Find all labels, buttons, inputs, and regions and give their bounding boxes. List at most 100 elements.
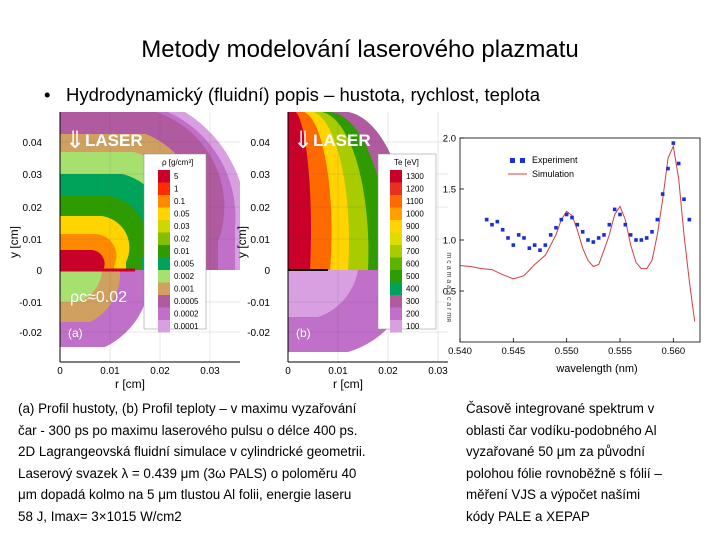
caption-right: Časově integrované spektrum v oblasti ča… [466,398,716,527]
svg-text:0: 0 [264,266,270,277]
legend-value-label: 800 [406,235,420,244]
y-tick-label: 1.0 [443,236,456,247]
legend-value-label: 0.0002 [174,310,199,319]
svg-text:0.02: 0.02 [150,366,170,377]
x-tick-label: 0.545 [501,346,525,357]
caption-right-line: oblasti čar vodíku-podobného Al [466,422,657,438]
experiment-point [484,217,489,222]
bullet-text: Hydrodynamický (fluidní) popis – hustota… [66,84,541,105]
experiment-point [612,207,617,212]
svg-text:0.01: 0.01 [328,366,348,377]
caption-left: (a) Profil hustoty, (b) Profil teploty –… [18,398,448,527]
temperature-laser-label: LASER [313,131,371,150]
svg-text:0.03: 0.03 [23,170,43,181]
x-tick-label: 0.550 [555,346,579,357]
svg-text:0.02: 0.02 [23,203,43,214]
experiment-point [682,197,686,201]
svg-text:0.01: 0.01 [100,366,120,377]
legend-experiment-label: Experiment [532,155,578,165]
legend-color-swatch [158,232,170,245]
temperature-y-ticks: 0.04 0.03 0.02 0.01 0 -0.01 -0.02 [247,138,270,339]
legend-value-label: 0.002 [174,272,195,281]
legend-value-label: 1300 [406,172,424,181]
experiment-point [564,212,569,217]
y-tick-label: 2.0 [443,134,456,145]
spectrum-x-label: wavelength (nm) [555,363,637,375]
experiment-point [586,238,590,242]
experiment-point [639,238,644,242]
legend-color-swatch [158,295,170,308]
svg-text:ρ [g/cm³]: ρ [g/cm³] [162,158,193,167]
x-tick-label: 0.555 [608,346,632,357]
temperature-y-label: y [cm] [235,226,249,258]
axis-side-glyphs: ʁɯ ɹ ɐ ɔ ɐ ɐ ɐ ɯ ɐ ɔ ɯ [446,252,453,322]
legend-simulation-label: Simulation [532,169,574,179]
svg-text:-0.02: -0.02 [19,328,42,339]
svg-text:0.01: 0.01 [251,235,271,246]
legend-color-swatch [390,182,402,195]
figures-row: ⇓ LASER ρc≈0.02 (a) 0.04 0.03 0.02 0.01 … [7,111,720,392]
legend-color-swatch [158,282,170,295]
density-y-label: y [cm] [10,226,21,258]
density-laser-label: LASER [85,131,143,150]
legend-value-label: 1100 [406,197,424,206]
y-tick-label: 0.5 [443,287,456,298]
experiment-point [687,217,692,222]
svg-text:0: 0 [285,366,291,377]
caption-left-line: čar - 300 ps po maximu laserového pulsu … [18,422,358,438]
experiment-point [644,236,649,240]
legend-value-label: 0.05 [174,210,190,219]
experiment-point [559,217,564,222]
legend-color-swatch [390,207,402,220]
legend-experiment-marker [510,158,515,163]
experiment-point [602,233,606,237]
legend-color-swatch [158,220,170,233]
svg-text:0.02: 0.02 [378,366,398,377]
experiment-point [527,246,532,250]
legend-value-label: 1000 [406,210,424,219]
legend-color-swatch [390,295,402,308]
density-legend: ρ [g/cm³] 5 1 0.1 0.05 0.03 0.02 0.01 0.005 0.00… [143,153,207,333]
legend-value-label: 0.005 [174,260,195,269]
svg-text:-0.01: -0.01 [19,298,42,309]
svg-text:0.04: 0.04 [23,138,43,149]
legend-color-swatch [390,282,402,295]
laser-arrow-icon: ⇓ [65,127,85,154]
legend-color-swatch [390,320,402,333]
legend-color-swatch [158,257,170,270]
slide-title: Metody modelování laserového plazmatu [141,36,579,63]
experiment-point [676,161,681,166]
figures-svg: ⇓ LASER ρc≈0.02 (a) 0.04 0.03 0.02 0.01 … [7,111,701,391]
svg-text:0: 0 [57,366,63,377]
experiment-point [516,233,521,237]
legend-value-label: 0.02 [174,235,190,244]
caption-right-line: měření VJS a výpočet našími [466,487,641,502]
experiment-point [522,236,526,240]
density-x-label: r [cm] [115,377,145,391]
experiment-point [618,212,622,217]
legend-value-label: 1 [174,185,179,194]
density-plot: ⇓ LASER ρc≈0.02 (a) 0.04 0.03 0.02 0.01 … [7,112,240,391]
legend-color-swatch [158,245,170,258]
bullet-point: • Hydrodynamický (fluidní) popis – hustot… [44,84,540,106]
caption-left-line: 2D Lagrangeovská fluidní simulace v cyli… [18,444,366,459]
legend-value-label: 0.001 [174,285,195,294]
experiment-point [666,166,670,171]
legend-color-swatch [158,182,170,195]
caption-left-line: (a) Profil hustoty, (b) Profil teploty –… [18,401,357,416]
experiment-point [538,248,542,252]
legend-color-swatch [158,170,170,183]
legend-value-label: 200 [406,310,420,319]
experiment-point [634,238,638,242]
bullet-dot-icon: • [44,84,51,105]
y-tick-label: 1.5 [443,185,456,196]
legend-color-swatch [158,270,170,283]
svg-text:Te [eV]: Te [eV] [394,158,419,167]
experiment-point [543,243,548,247]
temperature-x-label: r [cm] [333,377,363,391]
legend-color-swatch [390,257,402,270]
experiment-point [495,219,500,224]
legend-value-label: 5 [174,172,179,181]
density-panel-label: (a) [68,326,83,340]
density-zone [60,270,102,302]
